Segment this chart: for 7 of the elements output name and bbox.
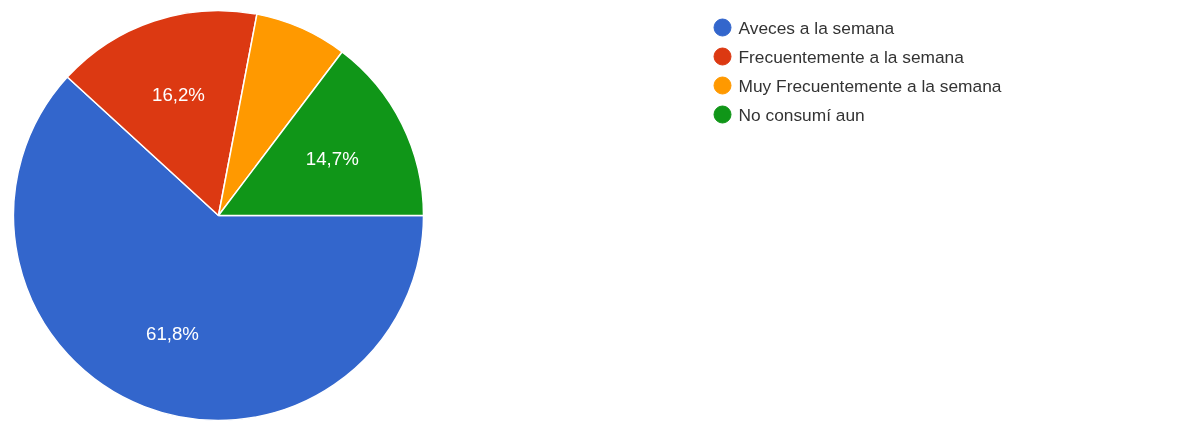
data-label: 16,2%: [152, 84, 205, 106]
legend-label: Frecuentemente a la semana: [738, 46, 965, 67]
legend-label: No consumí aun: [738, 104, 865, 125]
legend-label: Aveces a la semana: [738, 17, 895, 38]
data-label: 61,8%: [146, 323, 199, 345]
legend-label: Muy Frecuentemente a la semana: [738, 75, 1002, 96]
data-label: 14,7%: [305, 148, 359, 170]
